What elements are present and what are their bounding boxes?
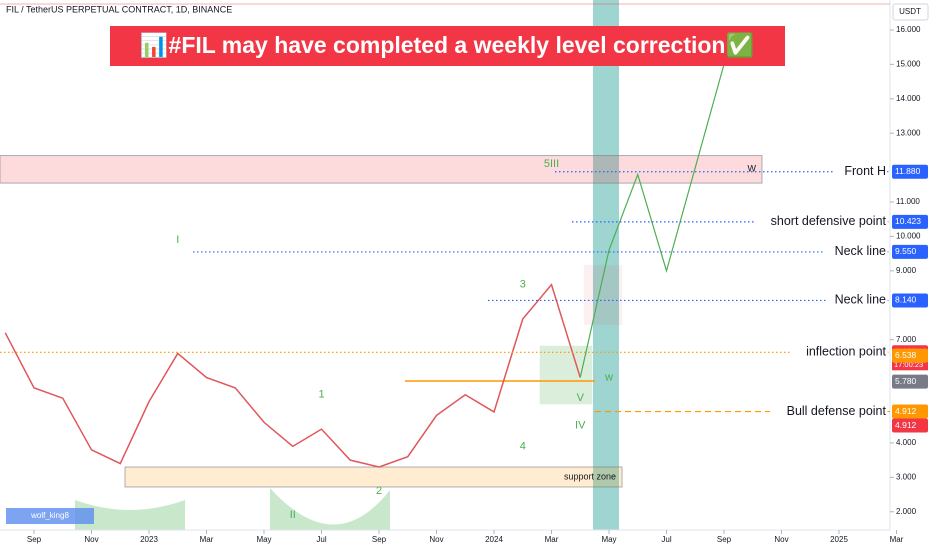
x-tick-label: 2024 [485,535,503,544]
price-tag [892,404,928,419]
x-tick-label: Sep [27,535,42,544]
zone-label: W [748,164,757,174]
wave-label: 2 [376,485,382,497]
wave-label: IV [575,420,586,432]
price-tag [892,214,928,229]
y-tick-label: 2.000 [896,507,917,516]
box [539,345,593,405]
y-tick-label: 10.000 [896,232,921,241]
zone [0,155,763,184]
title-banner [110,26,785,66]
wave-label: II [290,509,296,521]
price-tag-label: 8.140 [895,295,917,305]
bottom-bowl [75,500,185,530]
x-tick-label: Mar [890,535,904,544]
level-label: short defensive point [771,214,887,228]
box [583,264,623,326]
y-tick-label: 15.000 [896,59,921,68]
price-tag [892,164,928,179]
x-tick-label: Sep [717,535,732,544]
x-tick-label: Nov [84,535,98,544]
wave-label: I [176,234,179,246]
y-tick-label: 13.000 [896,128,921,137]
x-tick-label: Nov [429,535,443,544]
chart-title: 📊#FIL may have completed a weekly level … [140,32,754,59]
wave-label: w [604,371,613,383]
x-tick-label: 2023 [140,535,158,544]
wave-label: 5III [544,158,559,170]
y-tick-label: 7.000 [896,335,917,344]
x-tick-label: Sep [372,535,387,544]
price-tag [892,348,928,363]
price-tag [892,244,928,259]
price-tag [892,293,928,308]
countdown: 17:00:23 [894,360,923,369]
x-tick-label: May [256,535,271,544]
price-tag-label: 11.880 [895,166,921,176]
x-tick-label: 2025 [830,535,848,544]
price-line [4,283,581,468]
price-tag-label: 9.550 [895,246,917,256]
x-tick-label: Mar [200,535,214,544]
x-tick-label: Jul [316,535,326,544]
y-tick-label: 3.000 [896,472,917,481]
wave-label: 3 [520,279,526,291]
y-tick-label: 9.000 [896,266,917,275]
watermark: wolf_king8 [30,511,69,520]
y-tick-label: 11.000 [896,197,920,206]
symbol-header: FIL / TetherUS PERPETUAL CONTRACT, 1D, B… [6,4,232,14]
price-line [579,64,725,378]
price-tag-label: 10.423 [895,216,921,226]
x-tick-label: Nov [774,535,788,544]
x-tick-label: Mar [545,535,559,544]
price-tag-label: 6.538 [895,350,917,360]
x-tick-label: May [601,535,616,544]
bottom-bowl [270,488,390,530]
level-label: inflection point [806,345,886,359]
zone [124,466,623,488]
zone-label: support zone [564,471,616,481]
currency-label[interactable]: USDT [899,7,921,16]
price-tag-label: 5.780 [895,376,917,386]
level-label: Front H [844,164,886,178]
wave-label: V [577,392,585,404]
y-tick-label: 14.000 [896,94,921,103]
y-tick-label: 4.000 [896,438,917,447]
price-tag-label: 4.912 [895,406,917,416]
wave-label: 1 [318,389,324,401]
currency-button[interactable] [892,3,929,21]
watermark-box [6,508,94,524]
x-tick-label: Jul [661,535,671,544]
price-tag [892,374,928,389]
countdown-tag [892,359,928,371]
y-tick-label: 16.000 [896,25,921,34]
level-label: Neck line [835,244,886,258]
wave-label: 4 [520,440,526,452]
price-tag-label: 4.912 [895,420,917,430]
level-label: Neck line [835,293,886,307]
price-tag [892,418,928,433]
level-label: Bull defense point [787,404,887,418]
